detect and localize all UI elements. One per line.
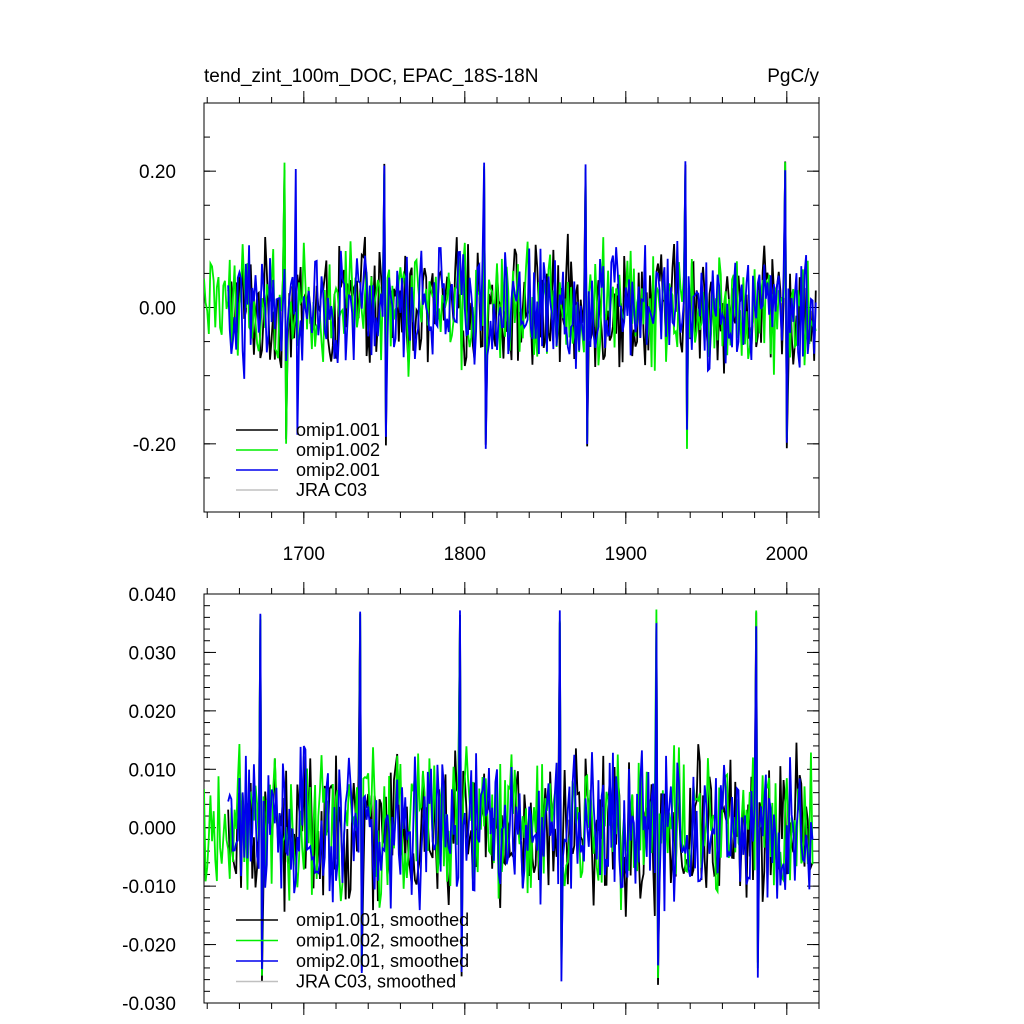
series-line-omip2-001-smoothed bbox=[227, 610, 814, 982]
y-tick-label: 0.040 bbox=[128, 585, 176, 606]
legend-label: omip1.001 bbox=[296, 420, 380, 440]
legend-label: JRA C03, smoothed bbox=[296, 972, 456, 992]
top-series bbox=[204, 161, 817, 449]
legend-label: omip2.001, smoothed bbox=[296, 951, 469, 971]
y-tick-label: -0.20 bbox=[133, 435, 176, 456]
top-axes: -0.20 0.00 0.20 1700 1800 1900 2000 bbox=[133, 91, 820, 565]
y-tick-label: 0.010 bbox=[128, 760, 176, 781]
y-tick-label: 0.020 bbox=[128, 702, 176, 723]
bottom-series bbox=[204, 609, 814, 985]
y-tick-label: 0.20 bbox=[139, 162, 176, 183]
legend-label: omip1.002 bbox=[296, 440, 380, 460]
legend-label: omip1.001, smoothed bbox=[296, 910, 469, 930]
plot-title: tend_zint_100m_DOC, EPAC_18S-18N bbox=[204, 66, 538, 87]
legend-label: omip1.002, smoothed bbox=[296, 931, 469, 951]
x-tick-label: 1900 bbox=[605, 544, 647, 565]
bottom-panel: -0.030 -0.020 -0.010 0.000 0.010 0.020 0.030 0.… bbox=[122, 582, 820, 1015]
bottom-axes: -0.030 -0.020 -0.010 0.000 0.010 0.020 0.030 0.… bbox=[122, 582, 820, 1015]
y-tick-label: -0.010 bbox=[122, 877, 176, 898]
series-line-omip1-002-smoothed bbox=[204, 609, 814, 978]
x-tick-label: 1700 bbox=[283, 544, 325, 565]
units-label: PgC/y bbox=[767, 66, 819, 87]
series-line-omip2-001 bbox=[227, 161, 817, 449]
legend-label: JRA C03 bbox=[296, 480, 367, 500]
x-tick-label: 1800 bbox=[444, 544, 486, 565]
y-tick-label: -0.020 bbox=[122, 936, 176, 957]
series-line-omip1-002 bbox=[204, 162, 817, 449]
y-tick-label: 0.030 bbox=[128, 643, 176, 664]
legend-label: omip2.001 bbox=[296, 460, 380, 480]
y-tick-label: 0.00 bbox=[139, 299, 176, 320]
y-tick-label: -0.030 bbox=[122, 994, 176, 1015]
y-tick-label: 0.000 bbox=[128, 819, 176, 840]
x-tick-label: 2000 bbox=[766, 544, 808, 565]
